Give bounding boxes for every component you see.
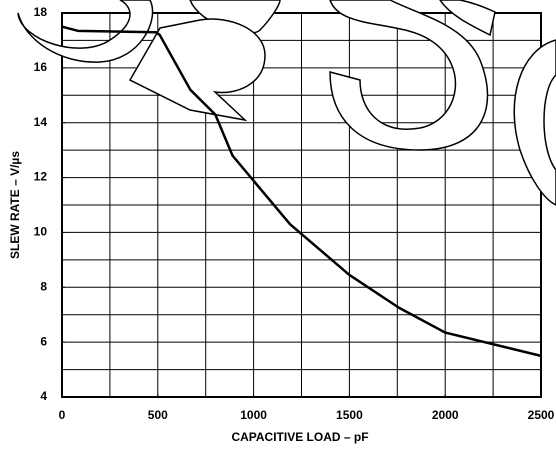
watermark-shape (330, 0, 488, 150)
x-tick-label: 1000 (240, 408, 267, 422)
x-tick-label: 500 (148, 408, 168, 422)
x-tick-label: 2000 (432, 408, 459, 422)
x-tick-label: 2500 (528, 408, 555, 422)
y-tick-label: 18 (34, 5, 48, 19)
x-tick-label: 1500 (336, 408, 363, 422)
y-tick-label: 4 (40, 389, 47, 403)
y-tick-label: 12 (34, 170, 48, 184)
y-tick-label: 16 (34, 60, 48, 74)
y-tick-label: 14 (34, 115, 48, 129)
y-tick-label: 10 (34, 225, 48, 239)
y-tick-label: 6 (40, 334, 47, 348)
watermark-shape (130, 19, 265, 120)
chart: CAPACITIVE LOAD – pF SLEW RATE – V/µs 4 6… (0, 0, 556, 451)
y-axis-title: SLEW RATE – V/µs (8, 151, 22, 259)
watermark-shape (514, 40, 556, 205)
y-tick-label: 8 (40, 279, 47, 293)
x-axis-title: CAPACITIVE LOAD – pF (231, 430, 368, 444)
x-tick-label: 0 (59, 408, 66, 422)
